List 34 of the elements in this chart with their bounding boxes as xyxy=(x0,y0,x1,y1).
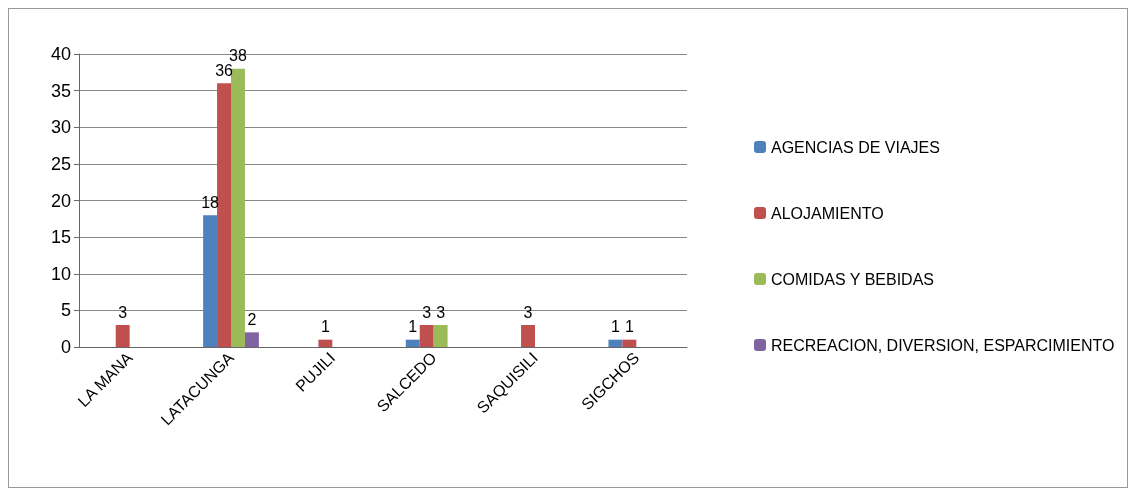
bar xyxy=(405,339,420,347)
data-label: 3 xyxy=(422,303,432,321)
data-label: 3 xyxy=(436,303,446,321)
y-tick-label: 25 xyxy=(50,153,71,174)
bar xyxy=(622,339,637,347)
bar xyxy=(115,325,130,347)
bar xyxy=(318,339,333,347)
y-tick-label: 20 xyxy=(50,190,71,211)
bar xyxy=(419,325,434,347)
bar xyxy=(244,332,259,347)
data-label: 3 xyxy=(523,303,533,321)
y-tick-label: 10 xyxy=(50,263,71,284)
legend-label: ALOJAMIENTO xyxy=(771,204,884,222)
y-tick-label: 5 xyxy=(60,300,71,321)
legend-label: RECREACION, DIVERSION, ESPARCIMIENTO xyxy=(771,336,1115,354)
bar xyxy=(608,339,623,347)
data-label: 3 xyxy=(118,303,128,321)
bar xyxy=(433,325,448,347)
y-tick-label: 15 xyxy=(50,227,71,248)
data-label: 1 xyxy=(610,318,620,336)
y-tick-label: 35 xyxy=(50,80,71,101)
data-label: 1 xyxy=(320,318,330,336)
data-label: 1 xyxy=(624,318,634,336)
legend-label: COMIDAS Y BEBIDAS xyxy=(771,270,935,288)
bar xyxy=(217,83,231,347)
y-tick-label: 0 xyxy=(60,337,71,357)
y-tick-label: 30 xyxy=(50,117,71,138)
data-label: 1 xyxy=(408,318,418,336)
data-label: 2 xyxy=(247,310,257,328)
bar xyxy=(521,325,535,347)
y-tick-label: 40 xyxy=(50,44,71,64)
bar xyxy=(203,215,218,347)
bar xyxy=(231,68,245,347)
legend-label: AGENCIAS DE VIAJES xyxy=(771,138,940,156)
